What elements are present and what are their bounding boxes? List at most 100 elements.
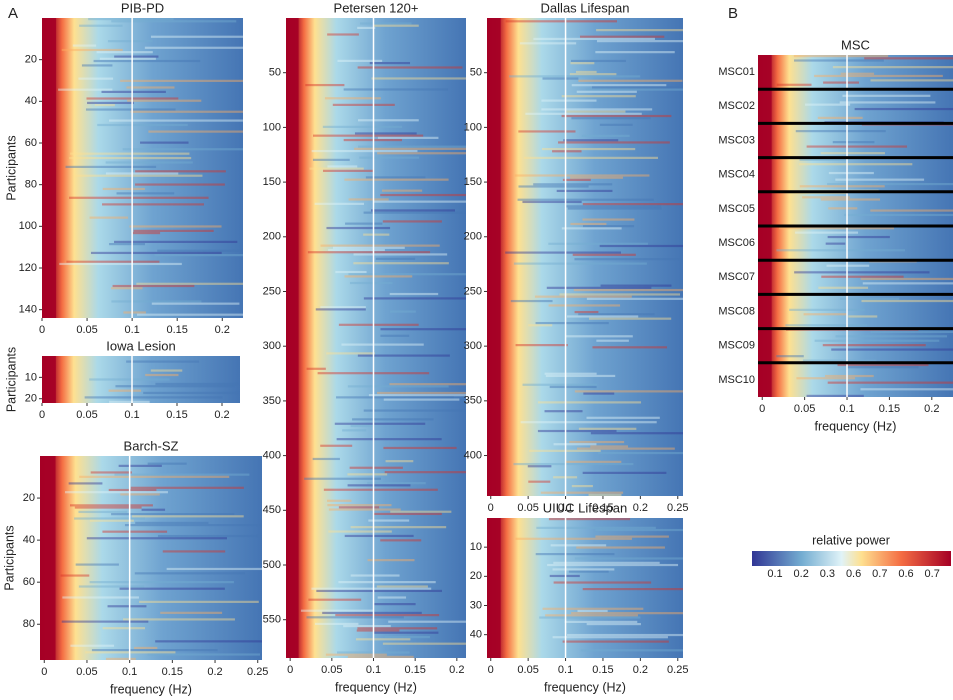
heatmap-streak bbox=[382, 189, 423, 192]
heatmap-streak bbox=[347, 473, 388, 476]
x-tick-label: 0 bbox=[39, 409, 45, 421]
heatmap-streak bbox=[111, 20, 237, 23]
heatmap-streak bbox=[582, 588, 683, 591]
y-tick-label: 20 bbox=[25, 54, 37, 66]
y-tick-label: 10 bbox=[25, 371, 37, 383]
heatmap-streak bbox=[109, 243, 145, 246]
heatmap-streak bbox=[371, 209, 455, 212]
heatmap-streak bbox=[306, 616, 404, 619]
heatmap bbox=[42, 18, 243, 318]
heatmap-streak bbox=[105, 161, 193, 164]
heatmap-streak bbox=[373, 200, 466, 203]
heatmap-streak bbox=[839, 101, 936, 104]
heatmap-streak bbox=[312, 158, 350, 161]
x-tick-label: 0.15 bbox=[404, 664, 425, 676]
heatmap-streak bbox=[385, 460, 414, 463]
heatmap-streak bbox=[818, 286, 869, 289]
heatmap-streak bbox=[357, 145, 466, 148]
heatmap-streak bbox=[562, 178, 591, 182]
heatmap-streak bbox=[102, 203, 204, 206]
y-tick-label: 100 bbox=[464, 121, 482, 133]
colorbar-tick-label: 0.3 bbox=[820, 568, 835, 580]
heatmap-streak bbox=[552, 568, 615, 571]
heatmap-streak bbox=[88, 18, 174, 21]
heatmap-streak bbox=[307, 251, 431, 254]
heatmap-streak bbox=[383, 446, 457, 450]
heatmap-streak bbox=[89, 519, 134, 522]
heatmap-streak bbox=[870, 330, 953, 334]
heatmap-streak bbox=[541, 99, 597, 102]
x-tick-label: 0.05 bbox=[517, 664, 538, 676]
heatmap-streak bbox=[590, 432, 683, 435]
x-tick-label: 0.1 bbox=[558, 664, 573, 676]
heatmap-streak bbox=[789, 308, 865, 311]
heatmap-streak bbox=[314, 202, 365, 205]
heatmap-streak bbox=[111, 300, 202, 303]
heatmap-streak bbox=[311, 149, 418, 153]
heatmap-streak bbox=[373, 24, 419, 27]
heatmap-streak bbox=[590, 445, 629, 448]
heatmap-streak bbox=[574, 390, 683, 393]
heatmap-streak bbox=[322, 611, 422, 615]
x-axis-label: frequency (Hz) bbox=[544, 680, 626, 694]
colorbar-tick-label: 0.2 bbox=[794, 568, 809, 580]
heatmap-streak bbox=[596, 40, 683, 43]
heatmap-streak bbox=[335, 614, 440, 617]
y-tick-label: 500 bbox=[263, 559, 281, 571]
heatmap-streak bbox=[592, 86, 683, 89]
heatmap-streak bbox=[577, 609, 608, 613]
heatmap-streak bbox=[65, 165, 157, 168]
heatmap-streak bbox=[347, 655, 414, 658]
heatmap-streak bbox=[377, 152, 466, 155]
heatmap-streak bbox=[785, 324, 868, 327]
heatmap-streak bbox=[135, 170, 226, 173]
heatmap-streak bbox=[320, 244, 440, 247]
colorbar-tick-label: 0.7 bbox=[872, 568, 887, 580]
heatmap bbox=[42, 356, 240, 403]
heatmap-streak bbox=[353, 262, 449, 265]
heatmap-streak bbox=[109, 400, 150, 403]
heatmap-streak bbox=[120, 493, 160, 496]
panel-title: Barch-SZ bbox=[124, 438, 179, 453]
heatmap-streak bbox=[562, 640, 669, 643]
heatmap-streak bbox=[588, 493, 622, 496]
heatmap-streak bbox=[840, 72, 875, 75]
heatmap-streak bbox=[821, 275, 904, 278]
heatmap-streak bbox=[123, 618, 235, 621]
heatmap-streak bbox=[108, 488, 157, 492]
heatmap-streak bbox=[517, 198, 654, 201]
heatmap-streak bbox=[114, 473, 250, 476]
heatmap-streak bbox=[376, 391, 466, 395]
heatmap-streak bbox=[342, 429, 367, 432]
x-tick-label: 0 bbox=[488, 502, 494, 514]
heatmap-streak bbox=[578, 79, 683, 82]
heatmap-streak bbox=[549, 574, 580, 578]
heatmap-streak bbox=[58, 88, 113, 91]
heatmap-streak bbox=[860, 388, 953, 391]
colorbar-label: relative power bbox=[812, 533, 890, 547]
heatmap-streak bbox=[102, 530, 168, 533]
heatmap-streak bbox=[350, 526, 447, 529]
heatmap-streak bbox=[832, 66, 953, 69]
heatmap-streak bbox=[332, 246, 405, 249]
heatmap-streak bbox=[563, 139, 619, 142]
heatmap-streak bbox=[90, 251, 222, 255]
heatmap-streak bbox=[571, 484, 593, 488]
heatmap-streak bbox=[544, 372, 597, 375]
y-tick-label: 300 bbox=[464, 340, 482, 352]
heatmap-streak bbox=[826, 264, 870, 267]
heatmap-streak bbox=[870, 209, 953, 212]
heatmap-streak bbox=[371, 77, 466, 80]
heatmap-streak bbox=[510, 299, 553, 303]
x-tick-label: 0 bbox=[39, 324, 45, 336]
heatmap-streak bbox=[566, 110, 626, 113]
x-tick-label: 0.1 bbox=[558, 502, 573, 514]
heatmap-streak bbox=[515, 344, 568, 347]
heatmap-streak bbox=[107, 40, 153, 43]
y-tick-label: 200 bbox=[263, 231, 281, 243]
heatmap-streak bbox=[320, 306, 366, 309]
heatmap-streak bbox=[573, 288, 683, 292]
heatmap-streak bbox=[848, 315, 878, 318]
heatmap-streak bbox=[535, 553, 615, 556]
y-tick-label: 140 bbox=[19, 304, 37, 316]
